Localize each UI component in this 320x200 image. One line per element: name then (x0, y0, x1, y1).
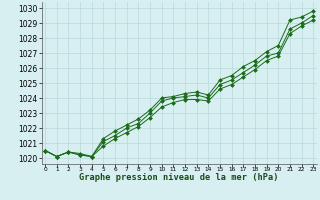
X-axis label: Graphe pression niveau de la mer (hPa): Graphe pression niveau de la mer (hPa) (79, 173, 279, 182)
